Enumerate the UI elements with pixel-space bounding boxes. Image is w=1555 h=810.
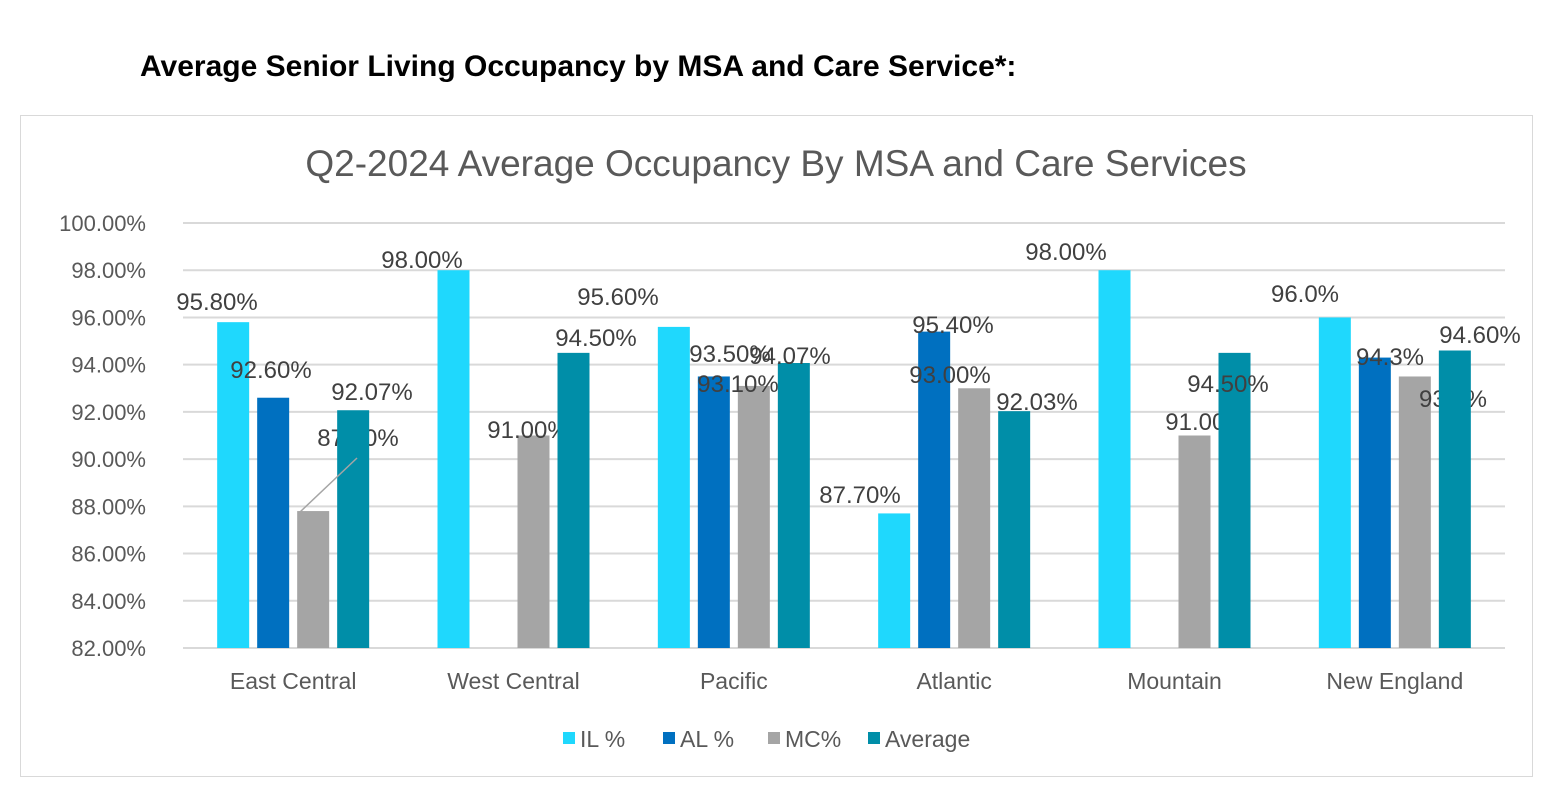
data-label: 91.00%: [487, 417, 568, 444]
data-label: 98.00%: [381, 247, 462, 274]
data-label: 92.03%: [996, 389, 1077, 416]
data-label: 93.00%: [909, 362, 990, 389]
bar-il: [1098, 270, 1131, 648]
data-label: 94.07%: [749, 343, 830, 370]
data-label: 95.40%: [912, 312, 993, 339]
x-tick-label: Pacific: [700, 668, 768, 694]
bar-average: [557, 352, 590, 648]
bar-average: [337, 410, 370, 648]
legend-swatch: [768, 732, 780, 744]
bar-mc: [1398, 376, 1431, 648]
x-tick-label: West Central: [447, 668, 580, 694]
data-label: 98.00%: [1025, 239, 1106, 266]
data-label: 94.50%: [1187, 371, 1268, 398]
bar-al: [257, 397, 290, 648]
bar-al: [918, 331, 951, 648]
leader-line: [299, 457, 358, 513]
legend-label: Average: [885, 726, 970, 752]
chart-title: Q2-2024 Average Occupancy By MSA and Car…: [305, 143, 1246, 184]
bar-al: [1358, 357, 1391, 648]
x-tick-label: New England: [1326, 668, 1463, 694]
bar-mc: [958, 388, 991, 648]
data-label: 93.10%: [697, 371, 778, 398]
x-tick-label: Mountain: [1127, 668, 1222, 694]
data-label: 87.70%: [819, 482, 900, 509]
bar-average: [1218, 352, 1251, 648]
data-label: 94.50%: [555, 325, 636, 352]
chart-frame: [20, 115, 1533, 777]
legend-label: MC%: [785, 726, 841, 752]
legend-label: AL %: [680, 726, 734, 752]
data-label: 94.3%: [1356, 344, 1424, 371]
legend-swatch: [663, 732, 675, 744]
bar-al: [697, 376, 730, 648]
bar-mc: [297, 511, 330, 648]
data-label: 92.60%: [230, 357, 311, 384]
y-tick-label: 84.00%: [71, 589, 146, 614]
legend-label: IL %: [580, 726, 625, 752]
y-tick-label: 96.00%: [71, 305, 146, 330]
data-label: 93.50%: [689, 341, 770, 368]
bar-mc: [1178, 435, 1211, 648]
y-tick-label: 94.00%: [71, 353, 146, 378]
x-tick-label: East Central: [230, 668, 357, 694]
bar-mc: [737, 385, 770, 648]
data-label: 94.60%: [1439, 322, 1520, 349]
legend-swatch: [868, 732, 880, 744]
y-tick-label: 92.00%: [71, 400, 146, 425]
data-label: 96.0%: [1271, 281, 1339, 308]
y-tick-label: 82.00%: [71, 636, 146, 661]
bar-il: [878, 513, 911, 648]
y-tick-label: 100.00%: [59, 211, 146, 236]
bar-il: [217, 322, 250, 648]
bar-il: [1318, 317, 1351, 648]
bar-il: [657, 326, 690, 648]
y-tick-label: 88.00%: [71, 494, 146, 519]
bar-average: [998, 411, 1031, 648]
y-tick-label: 86.00%: [71, 542, 146, 567]
bar-mc: [517, 435, 550, 648]
data-label: 95.60%: [577, 284, 658, 311]
data-label: 95.80%: [176, 289, 257, 316]
bar-average: [1438, 350, 1471, 648]
page-heading: Average Senior Living Occupancy by MSA a…: [140, 50, 1017, 83]
y-tick-label: 98.00%: [71, 258, 146, 283]
bar-average: [777, 363, 810, 648]
bar-il: [437, 270, 470, 648]
data-label: 92.07%: [331, 379, 412, 406]
x-tick-label: Atlantic: [916, 668, 991, 694]
legend-swatch: [563, 732, 575, 744]
y-tick-label: 90.00%: [71, 447, 146, 472]
